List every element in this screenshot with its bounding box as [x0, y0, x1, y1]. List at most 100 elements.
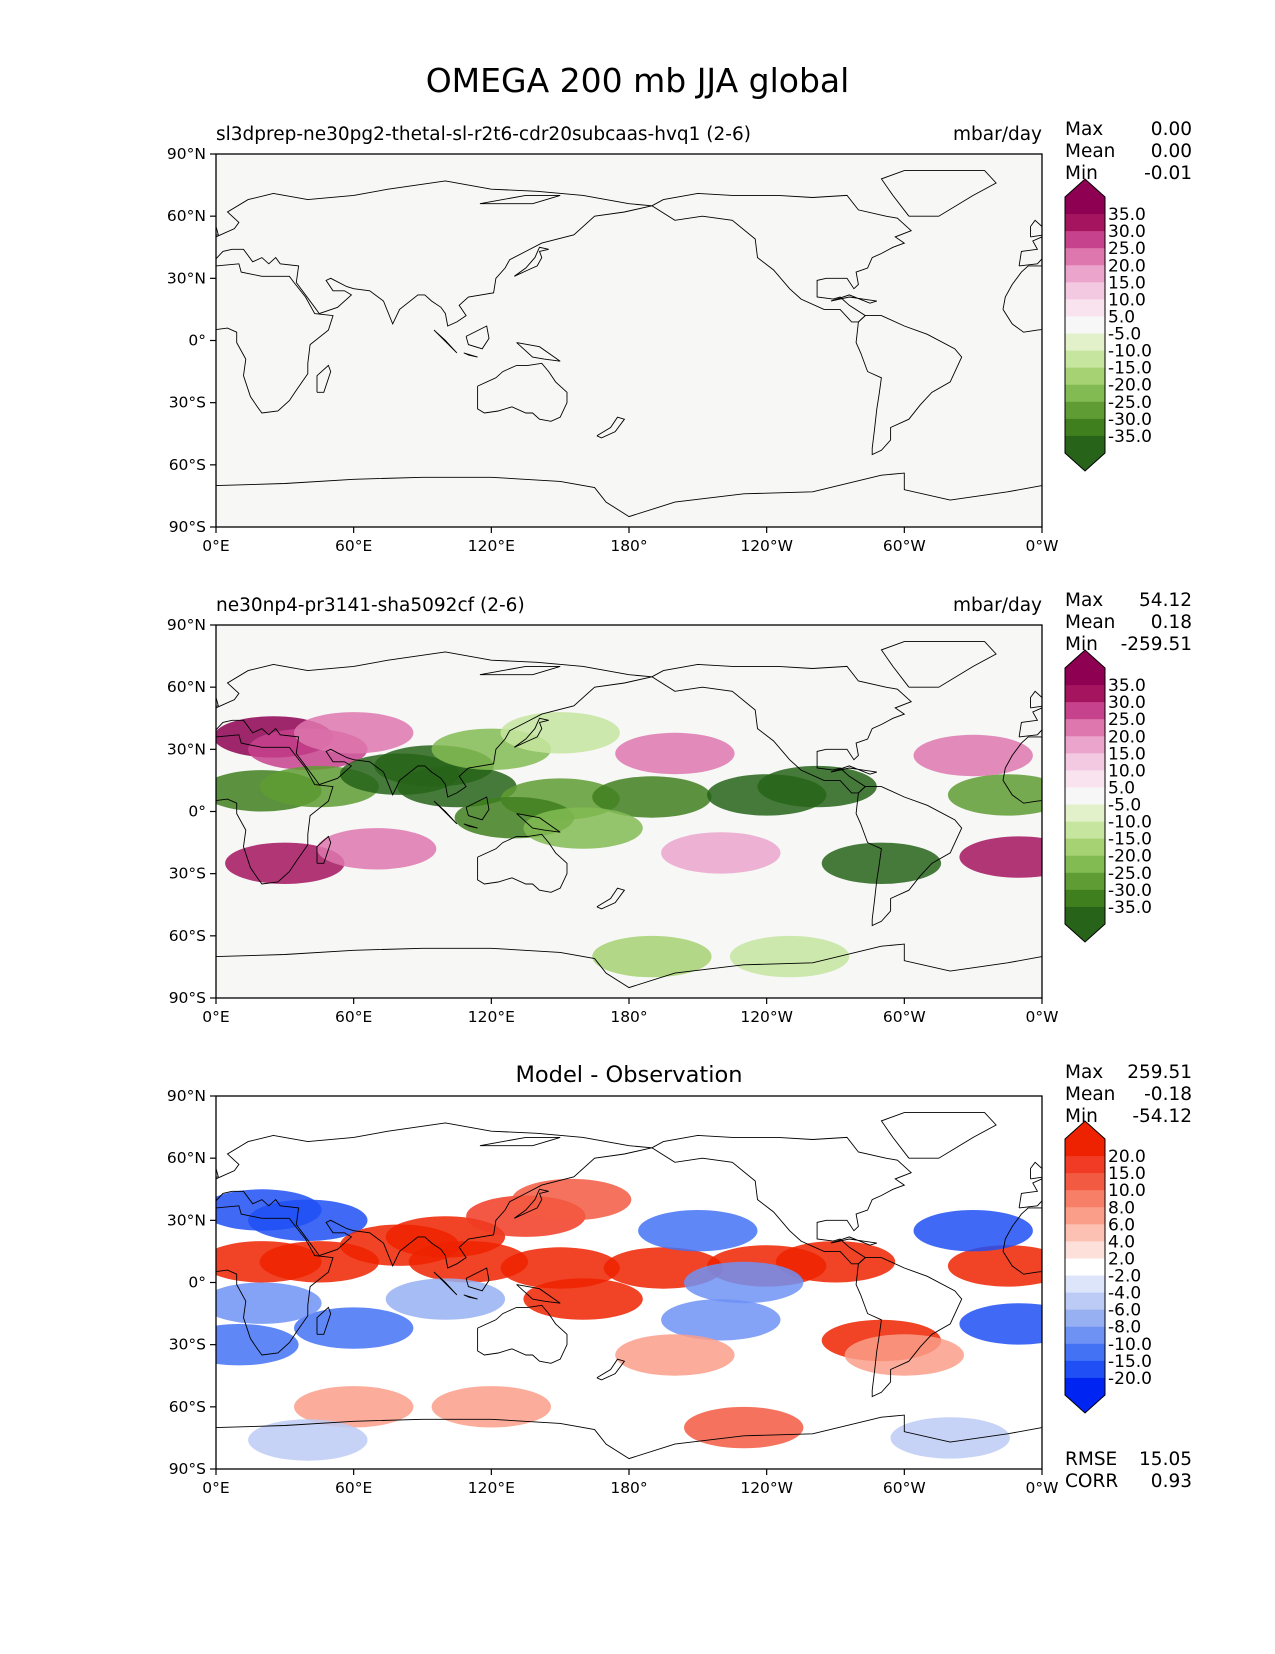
field-anomaly — [408, 1241, 529, 1283]
panel-3-stat-label: Min — [1065, 1106, 1098, 1127]
coastline — [479, 1136, 561, 1147]
field-anomaly — [638, 1210, 758, 1252]
y-tick-label: 60°N — [167, 1149, 206, 1167]
y-tick-label: 0° — [188, 332, 206, 350]
colorbar-segment — [1065, 1190, 1105, 1208]
field-anomaly — [661, 1299, 781, 1341]
coastline — [216, 180, 652, 327]
panel-2-colorbar: 35.030.025.020.015.010.05.0-5.0-10.0-15.… — [1064, 649, 1152, 943]
colorbar-tick-label: 15.0 — [1108, 273, 1146, 293]
colorbar-segment — [1065, 1377, 1105, 1396]
coastline — [596, 416, 626, 439]
panel-1-background — [216, 154, 1042, 527]
coastline — [855, 786, 963, 927]
x-tick-label: 0°W — [1026, 537, 1059, 555]
colorbar-extend-max — [1065, 650, 1105, 668]
panel-1-stat-label: Max — [1065, 119, 1103, 140]
y-tick-label: 30°S — [169, 394, 206, 412]
panel-2-stat-value: 0.18 — [1151, 612, 1192, 633]
colorbar-segment — [1065, 1156, 1105, 1174]
panel-2-stats: Max 54.12 Mean 0.18 Min -259.51 — [1065, 590, 1192, 655]
colorbar-outline — [1064, 178, 1106, 472]
coastline — [216, 263, 334, 414]
colorbar-segment — [1065, 1309, 1105, 1328]
x-tick-label: 60°E — [335, 1008, 372, 1026]
coastline — [1030, 219, 1042, 238]
colorbar-tick-label: -10.0 — [1108, 342, 1152, 362]
coastline — [216, 651, 652, 798]
colorbar-segment — [1065, 350, 1105, 369]
coastline — [463, 823, 478, 829]
coastline — [463, 1294, 478, 1300]
colorbar-extend-min — [1065, 1395, 1105, 1413]
colorbar-tick-label: 4.0 — [1108, 1232, 1135, 1252]
field-anomaly — [913, 1210, 1033, 1252]
panel-1-stat-value: 0.00 — [1151, 119, 1192, 140]
y-tick-label: 0° — [188, 1274, 206, 1292]
y-tick-label: 90°N — [167, 1087, 206, 1105]
coastline — [479, 194, 561, 205]
y-tick-label: 90°S — [169, 989, 206, 1007]
colorbar-tick-label: 2.0 — [1108, 1249, 1135, 1269]
coastline — [479, 665, 561, 676]
colorbar-segment — [1065, 248, 1105, 266]
coastline — [216, 1122, 652, 1269]
y-tick-label: 30°N — [167, 1211, 206, 1229]
field-anomaly — [511, 1178, 632, 1221]
x-tick-label: 60°E — [335, 1479, 372, 1497]
coastline — [1030, 1161, 1042, 1180]
colorbar-segment — [1065, 282, 1105, 300]
coastline — [477, 362, 568, 422]
panel-1-stats: Max 0.00 Mean 0.00 Min -0.01 — [1065, 119, 1192, 184]
colorbar-tick-label: -6.0 — [1108, 1301, 1141, 1321]
colorbar-segment — [1065, 435, 1105, 454]
panel-1-left-title: sl3dprep-ne30pg2-thetal-sl-r2t6-cdr20sub… — [216, 124, 751, 145]
field-anomaly — [248, 1199, 368, 1242]
field-anomaly — [523, 1278, 643, 1320]
field-anomaly — [294, 1307, 414, 1349]
colorbar-extend-min — [1065, 924, 1105, 942]
panel-3-metric-label: CORR — [1065, 1471, 1118, 1492]
colorbar-segment — [1065, 418, 1105, 437]
colorbar-tick-label: -30.0 — [1108, 410, 1152, 430]
panel-3-stat-label: Max — [1065, 1062, 1103, 1083]
colorbar-tick-label: 15.0 — [1108, 1164, 1146, 1184]
colorbar-tick-label: 5.0 — [1108, 307, 1135, 327]
y-tick-label: 30°N — [167, 740, 206, 758]
panel-1-x-axis: 0°E 60°E 120°E 180° 120°W 60°W 0°W — [202, 527, 1058, 555]
colorbar-segment — [1065, 889, 1105, 908]
field-anomaly — [757, 765, 877, 808]
colorbar-segment — [1065, 855, 1105, 874]
coastline — [514, 717, 549, 748]
panel-3-field — [216, 1178, 1042, 1461]
colorbar-segment — [1065, 906, 1105, 925]
colorbar-tick-label: -35.0 — [1108, 898, 1152, 918]
panel-2-stat-label: Min — [1065, 634, 1098, 655]
field-anomaly — [592, 935, 712, 978]
panel-3-stats: Max 259.51 Mean -0.18 Min -54.12 — [1065, 1062, 1192, 1127]
x-tick-label: 0°W — [1026, 1479, 1059, 1497]
field-anomaly — [216, 1324, 299, 1366]
field-anomaly — [890, 1417, 1010, 1459]
y-tick-label: 90°N — [167, 616, 206, 634]
colorbar-tick-label: -15.0 — [1108, 1352, 1152, 1372]
colorbar-tick-label: 10.0 — [1108, 290, 1146, 310]
colorbar-segment — [1065, 770, 1105, 789]
colorbar-segment — [1065, 872, 1105, 891]
x-tick-label: 0°E — [202, 537, 229, 555]
x-tick-label: 60°W — [883, 1479, 926, 1497]
panel-3-stat-value: -0.18 — [1144, 1084, 1192, 1105]
coastline — [433, 1271, 458, 1296]
panel-1-stat-label: Mean — [1065, 141, 1115, 162]
colorbar-tick-label: 8.0 — [1108, 1198, 1135, 1218]
panel-3-map — [215, 1095, 1043, 1470]
colorbar-segment — [1065, 702, 1105, 720]
panel-1-y-axis: 90°N 60°N 30°N 0° 30°S 60°S 90°S — [167, 145, 216, 536]
y-tick-label: 90°S — [169, 1460, 206, 1478]
panel-1-stat-value: -0.01 — [1144, 163, 1192, 184]
x-tick-label: 60°W — [883, 1008, 926, 1026]
x-tick-label: 60°E — [335, 537, 372, 555]
y-tick-label: 60°S — [169, 456, 206, 474]
x-tick-label: 180° — [610, 1008, 647, 1026]
panel-3-colorbar: 20.015.010.08.06.04.02.0-2.0-4.0-6.0-8.0… — [1064, 1120, 1152, 1414]
